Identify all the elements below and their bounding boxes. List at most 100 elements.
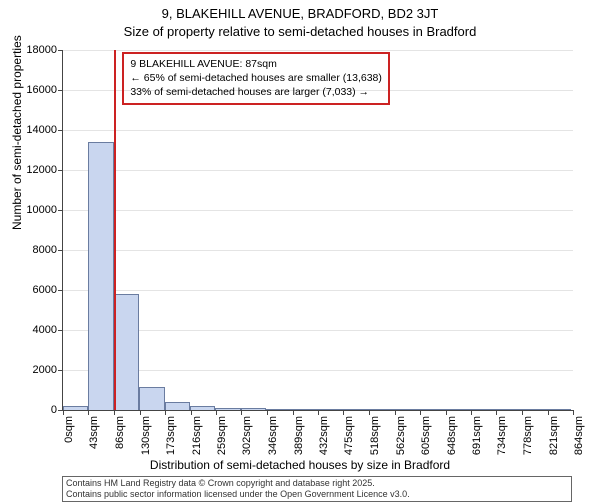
x-tick-label: 389sqm (293, 416, 305, 455)
x-tick-mark (573, 410, 574, 415)
y-tick-mark (58, 50, 63, 51)
annotation-line: 33% of semi-detached houses are larger (… (130, 85, 382, 99)
histogram-bar (520, 409, 545, 410)
x-tick-label: 691sqm (471, 416, 483, 455)
histogram-bar (291, 409, 316, 410)
y-tick-label: 4000 (33, 324, 57, 336)
x-tick-mark (191, 410, 192, 415)
gridline (63, 290, 573, 291)
histogram-bar (393, 409, 418, 410)
chart-title-sub: Size of property relative to semi-detach… (0, 24, 600, 39)
histogram-bar (418, 409, 443, 410)
x-tick-label: 173sqm (165, 416, 177, 455)
x-tick-mark (216, 410, 217, 415)
highlight-line (114, 50, 116, 410)
gridline (63, 130, 573, 131)
x-tick-label: 648sqm (446, 416, 458, 455)
x-tick-label: 259sqm (216, 416, 228, 455)
y-tick-mark (58, 330, 63, 331)
histogram-bar (165, 402, 190, 410)
x-axis-title: Distribution of semi-detached houses by … (0, 458, 600, 472)
histogram-bar (241, 408, 266, 410)
annotation-box: 9 BLAKEHILL AVENUE: 87sqm← 65% of semi-d… (122, 52, 390, 105)
x-tick-label: 734sqm (496, 416, 508, 455)
y-axis-title: Number of semi-detached properties (10, 35, 24, 230)
histogram-bar (368, 409, 393, 410)
x-tick-label: 216sqm (191, 416, 203, 455)
x-tick-label: 86sqm (114, 416, 126, 449)
y-tick-label: 2000 (33, 364, 57, 376)
histogram-bar (190, 406, 215, 410)
x-tick-label: 821sqm (548, 416, 560, 455)
y-tick-label: 0 (51, 404, 57, 416)
x-tick-mark (446, 410, 447, 415)
x-tick-mark (369, 410, 370, 415)
x-tick-mark (293, 410, 294, 415)
x-tick-label: 302sqm (241, 416, 253, 455)
footer-line-1: Contains HM Land Registry data © Crown c… (66, 478, 568, 489)
gridline (63, 370, 573, 371)
plot-area: 0200040006000800010000120001400016000180… (62, 50, 573, 411)
gridline (63, 50, 573, 51)
x-tick-mark (114, 410, 115, 415)
x-tick-label: 432sqm (318, 416, 330, 455)
x-tick-mark (522, 410, 523, 415)
histogram-bar (88, 142, 113, 410)
y-tick-label: 18000 (26, 44, 57, 56)
histogram-bar (545, 409, 570, 410)
x-tick-label: 475sqm (343, 416, 355, 455)
x-tick-label: 562sqm (395, 416, 407, 455)
y-tick-mark (58, 290, 63, 291)
y-tick-mark (58, 250, 63, 251)
y-tick-label: 6000 (33, 284, 57, 296)
y-tick-mark (58, 370, 63, 371)
x-tick-mark (471, 410, 472, 415)
y-tick-label: 12000 (26, 164, 57, 176)
annotation-line: 9 BLAKEHILL AVENUE: 87sqm (130, 57, 382, 71)
y-tick-label: 8000 (33, 244, 57, 256)
gridline (63, 210, 573, 211)
x-tick-mark (496, 410, 497, 415)
histogram-bar (469, 409, 494, 410)
histogram-bar (444, 409, 469, 410)
histogram-bar (63, 406, 88, 410)
x-tick-mark (548, 410, 549, 415)
y-tick-mark (58, 90, 63, 91)
y-tick-mark (58, 210, 63, 211)
x-tick-label: 0sqm (63, 416, 75, 443)
histogram-bar (114, 294, 139, 410)
x-tick-label: 778sqm (522, 416, 534, 455)
annotation-line: ← 65% of semi-detached houses are smalle… (130, 71, 382, 85)
x-tick-mark (88, 410, 89, 415)
x-tick-label: 43sqm (88, 416, 100, 449)
gridline (63, 170, 573, 171)
x-tick-label: 346sqm (267, 416, 279, 455)
x-tick-label: 605sqm (420, 416, 432, 455)
attribution-footer: Contains HM Land Registry data © Crown c… (62, 476, 572, 502)
x-tick-mark (318, 410, 319, 415)
gridline (63, 250, 573, 251)
x-tick-mark (241, 410, 242, 415)
histogram-bar (139, 387, 164, 410)
x-tick-label: 518sqm (369, 416, 381, 455)
x-tick-mark (267, 410, 268, 415)
x-tick-mark (395, 410, 396, 415)
histogram-bar (342, 409, 367, 410)
x-tick-mark (165, 410, 166, 415)
x-tick-label: 864sqm (573, 416, 585, 455)
histogram-bar (494, 409, 519, 410)
histogram-bar (215, 408, 240, 410)
y-tick-label: 14000 (26, 124, 57, 136)
y-tick-mark (58, 170, 63, 171)
y-tick-label: 16000 (26, 84, 57, 96)
x-tick-mark (63, 410, 64, 415)
y-tick-mark (58, 130, 63, 131)
chart-title-main: 9, BLAKEHILL AVENUE, BRADFORD, BD2 3JT (0, 6, 600, 21)
x-tick-mark (140, 410, 141, 415)
x-tick-label: 130sqm (140, 416, 152, 455)
x-tick-mark (420, 410, 421, 415)
y-tick-label: 10000 (26, 204, 57, 216)
footer-line-2: Contains public sector information licen… (66, 489, 568, 500)
x-tick-mark (343, 410, 344, 415)
histogram-bar (266, 409, 291, 410)
